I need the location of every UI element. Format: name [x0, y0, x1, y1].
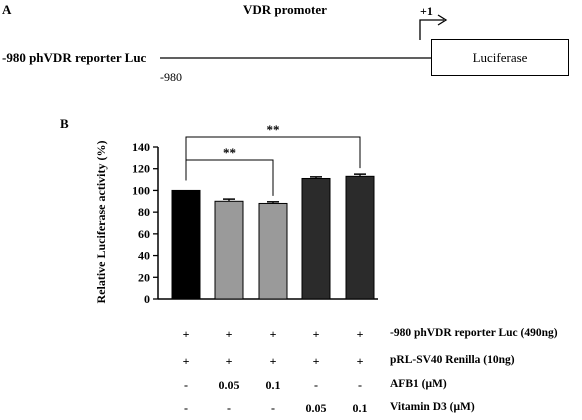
- bar: [258, 202, 288, 300]
- condition-label: pRL-SV40 Renilla (10ng): [390, 354, 515, 366]
- y-tick-label: 140: [132, 140, 150, 154]
- bar: [301, 177, 331, 300]
- y-axis-label: Relative Luciferase activity (%): [94, 141, 108, 304]
- start-position-label: -980: [160, 70, 182, 84]
- condition-value: +: [312, 354, 320, 368]
- y-tick-label: 40: [138, 249, 150, 263]
- tss-label: +1: [420, 4, 433, 18]
- condition-value: +: [225, 354, 233, 368]
- luciferase-label: Luciferase: [472, 49, 528, 65]
- condition-value: -: [314, 378, 318, 392]
- condition-value: +: [356, 327, 364, 341]
- promoter-diagram: [160, 14, 448, 59]
- y-tick-label: 80: [138, 205, 150, 219]
- condition-value: +: [269, 327, 277, 341]
- condition-value: 0.05: [305, 401, 327, 415]
- condition-value: +: [269, 354, 277, 368]
- condition-value: +: [356, 354, 364, 368]
- condition-label: Vitamin D3 (μM): [390, 401, 475, 413]
- condition-value: +: [182, 354, 190, 368]
- condition-value: -: [271, 401, 275, 415]
- significance-label: **: [267, 122, 280, 137]
- bar-chart: Relative Luciferase activity (%) 0 20 40 60…: [94, 122, 378, 306]
- y-tick-label: 60: [138, 227, 150, 241]
- bar: [171, 189, 201, 300]
- condition-value: 0.1: [352, 401, 368, 415]
- condition-label: -980 phVDR reporter Luc (490ng): [390, 327, 558, 339]
- condition-value: +: [182, 327, 190, 341]
- tss-arrow: [419, 19, 444, 40]
- construct-label: -980 phVDR reporter Luc: [2, 50, 147, 65]
- panel-b-label: B: [60, 116, 69, 131]
- condition-value: -: [227, 401, 231, 415]
- condition-value: +: [225, 327, 233, 341]
- condition-value: -: [358, 378, 362, 392]
- y-tick-label: 0: [144, 292, 150, 306]
- y-tick-label: 120: [132, 162, 150, 176]
- tss-arrowhead: [437, 14, 448, 26]
- condition-value: -: [184, 401, 188, 415]
- condition-label: AFB1 (μM): [390, 378, 447, 390]
- y-tick-label: 20: [138, 270, 150, 284]
- significance-bracket: [185, 136, 361, 181]
- condition-value: -: [184, 378, 188, 392]
- significance-brackets: ** **: [185, 122, 361, 196]
- y-axis: 0 20 40 60 80 100 120 140: [132, 140, 378, 306]
- bars: [171, 173, 375, 300]
- condition-value: 0.1: [265, 378, 281, 392]
- bar: [345, 175, 375, 300]
- panel-a-label: A: [2, 2, 12, 17]
- bar: [214, 200, 244, 300]
- significance-label: **: [223, 145, 236, 160]
- promoter-title: VDR promoter: [243, 2, 327, 17]
- y-tick-label: 100: [132, 183, 150, 197]
- condition-value: 0.05: [218, 378, 240, 392]
- luciferase-box: Luciferase: [431, 39, 569, 76]
- condition-value: +: [312, 327, 320, 341]
